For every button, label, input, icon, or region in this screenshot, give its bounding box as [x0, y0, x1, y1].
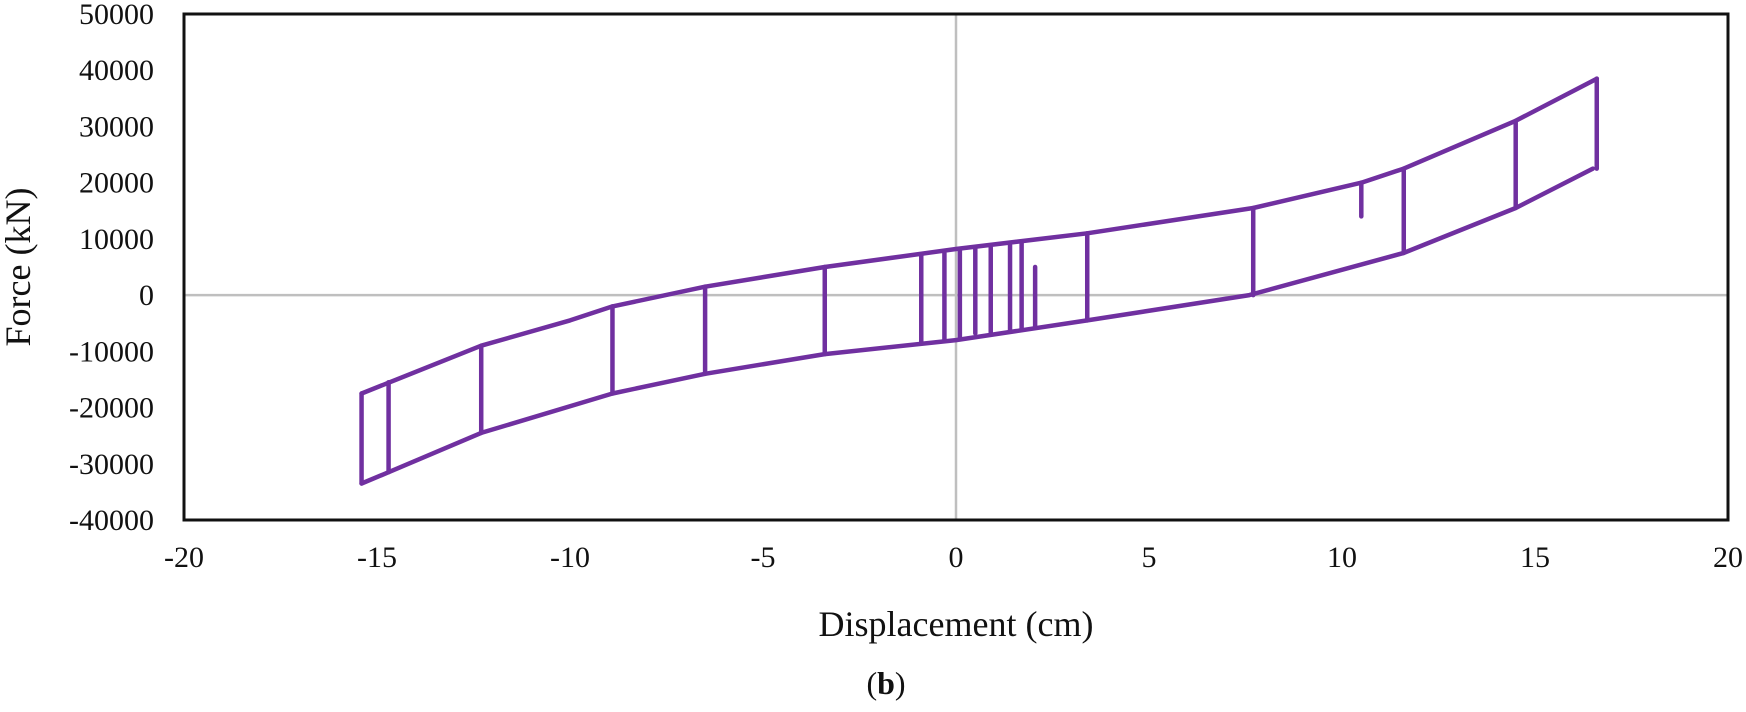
- y-tick-label: -10000: [69, 335, 154, 368]
- x-tick-label: -5: [751, 541, 776, 574]
- x-tick-label: 10: [1327, 541, 1357, 574]
- upper-branch-line: [359, 76, 1600, 396]
- zero-lines: [184, 14, 1728, 520]
- panel-label: (b): [866, 665, 905, 701]
- x-axis-title: Displacement (cm): [819, 604, 1094, 644]
- lower-branch-line: [359, 166, 1596, 486]
- x-tick-label: -10: [550, 541, 590, 574]
- panel-label-letter: b: [877, 665, 895, 701]
- y-tick-label: 0: [139, 279, 154, 312]
- y-axis-ticks: -40000 -30000 -20000 -10000 0 10000 20000 30000…: [69, 0, 154, 537]
- x-tick-label: 15: [1520, 541, 1550, 574]
- x-tick-label: 0: [949, 541, 964, 574]
- y-tick-label: 10000: [79, 223, 154, 256]
- x-tick-label: 20: [1713, 541, 1743, 574]
- y-tick-label: -20000: [69, 392, 154, 425]
- panel-label-close: ): [895, 665, 906, 701]
- x-tick-label: -15: [357, 541, 397, 574]
- y-tick-label: -40000: [69, 504, 154, 537]
- y-tick-label: 50000: [79, 0, 154, 31]
- y-tick-label: 30000: [79, 110, 154, 143]
- hysteresis-series: [359, 76, 1600, 486]
- y-axis-title: Force (kN): [0, 188, 38, 347]
- x-tick-label: 5: [1142, 541, 1157, 574]
- x-tick-label: -20: [164, 541, 204, 574]
- y-tick-label: 20000: [79, 167, 154, 200]
- y-tick-label: 40000: [79, 54, 154, 87]
- y-tick-label: -30000: [69, 448, 154, 481]
- panel-label-open: (: [866, 665, 877, 701]
- plot-area-frame: [182, 12, 1730, 522]
- x-axis-ticks: -20 -15 -10 -5 0 5 10 15 20: [164, 541, 1743, 574]
